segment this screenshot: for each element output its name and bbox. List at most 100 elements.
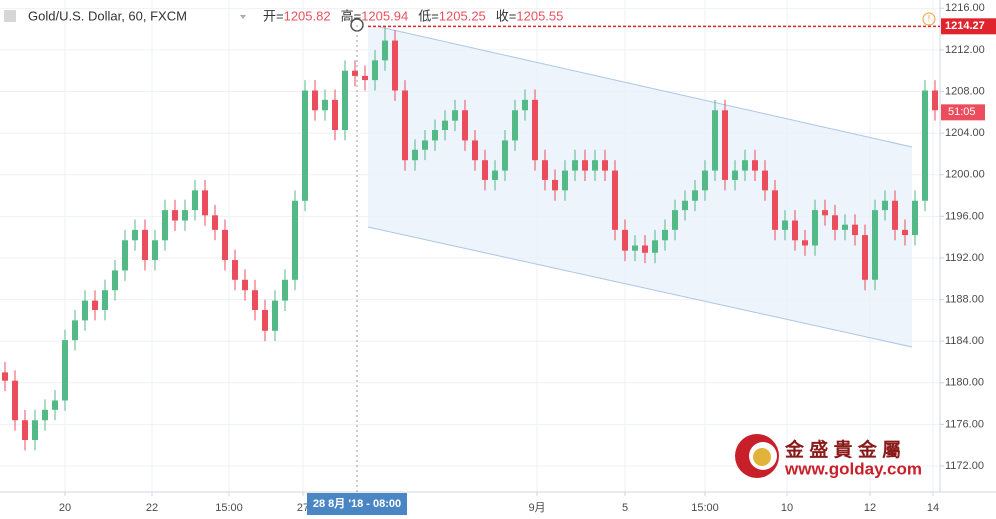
y-tick-label: 1212.00 bbox=[945, 44, 985, 56]
candle-body bbox=[562, 170, 568, 191]
candle-body bbox=[772, 190, 778, 230]
y-tick-label: 1176.00 bbox=[945, 418, 984, 430]
candle-body bbox=[652, 240, 658, 253]
candle-body bbox=[222, 229, 228, 261]
candle-body bbox=[582, 160, 588, 171]
x-tick-label: 27 bbox=[297, 502, 309, 514]
logo-url: www.golday.com bbox=[784, 459, 922, 478]
ohlc-value: 1205.55 bbox=[516, 8, 563, 23]
candle-body bbox=[852, 224, 858, 236]
candle-body bbox=[172, 210, 178, 221]
candle-body bbox=[702, 170, 708, 191]
y-tick-label: 1180.00 bbox=[945, 377, 984, 389]
candle-body bbox=[42, 409, 48, 421]
candle-body bbox=[132, 229, 138, 241]
candle-body bbox=[932, 90, 938, 111]
candle-body bbox=[672, 210, 678, 230]
candle-body bbox=[482, 160, 488, 180]
candle-body bbox=[642, 245, 648, 253]
y-tick-label: 1216.00 bbox=[945, 2, 985, 14]
candle-body bbox=[412, 149, 418, 161]
candle-body bbox=[542, 160, 548, 180]
candle-body bbox=[122, 240, 128, 271]
y-tick-label: 1192.00 bbox=[945, 252, 984, 264]
candle-body bbox=[22, 420, 28, 440]
candle-body bbox=[142, 229, 148, 261]
candle-body bbox=[422, 140, 428, 150]
candle-body bbox=[312, 90, 318, 111]
candle-body bbox=[242, 279, 248, 291]
candle-body bbox=[572, 160, 578, 171]
candle-body bbox=[462, 110, 468, 141]
candle-body bbox=[152, 240, 158, 261]
candle-body bbox=[2, 372, 8, 381]
candle-body bbox=[202, 190, 208, 216]
candle-body bbox=[442, 120, 448, 131]
candle-body bbox=[752, 160, 758, 171]
candle-body bbox=[432, 130, 438, 141]
candle-body bbox=[382, 40, 388, 61]
crosshair-label-bg bbox=[307, 493, 407, 515]
candle-body bbox=[622, 229, 628, 251]
ohlc-value: 1205.82 bbox=[284, 8, 331, 23]
candle-body bbox=[812, 210, 818, 246]
candle-body bbox=[182, 210, 188, 221]
candle-body bbox=[792, 220, 798, 241]
candle-body bbox=[912, 200, 918, 236]
candle-body bbox=[722, 110, 728, 180]
candle-body bbox=[872, 210, 878, 280]
logo-name: 金 盛 貴 金 屬 bbox=[784, 438, 901, 461]
candle-body bbox=[712, 110, 718, 171]
candle-body bbox=[662, 229, 668, 241]
logo-gold bbox=[753, 448, 771, 466]
channel-fill bbox=[368, 27, 912, 347]
ohlc: 开= 1205.82 高= 1205.94 低= 1205.25 收= 1205.55 bbox=[263, 8, 563, 23]
y-tick-label: 1188.00 bbox=[945, 293, 984, 305]
candle-body bbox=[32, 420, 38, 440]
candle-body bbox=[522, 99, 528, 111]
candle-body bbox=[802, 240, 808, 246]
candle-body bbox=[592, 160, 598, 171]
candle-body bbox=[832, 215, 838, 230]
candle-body bbox=[552, 179, 558, 191]
alert-icon-mark: ! bbox=[928, 13, 931, 23]
channel-bottom bbox=[367, 226, 913, 348]
candle-body bbox=[162, 210, 168, 241]
candle-body bbox=[682, 200, 688, 211]
dropdown[interactable] bbox=[240, 15, 246, 19]
ohlc-label: 开= bbox=[263, 8, 284, 23]
ohlc-value: 1205.25 bbox=[439, 8, 486, 23]
candle-body bbox=[342, 70, 348, 131]
ohlc-label: 低= bbox=[418, 8, 439, 23]
candle-body bbox=[692, 190, 698, 201]
y-tick-label: 1208.00 bbox=[945, 85, 985, 97]
candle-body bbox=[352, 70, 358, 76]
candle-body bbox=[102, 290, 108, 310]
candle-body bbox=[212, 215, 218, 230]
y-tick-label: 1200.00 bbox=[945, 169, 985, 181]
x-tick-label: 12 bbox=[864, 502, 876, 514]
y-tick-label: 1196.00 bbox=[945, 210, 984, 222]
axes: 1172.00 1176.00 1180.00 1184.00 1188.00 1192.… bbox=[59, 2, 985, 514]
candle-body bbox=[532, 99, 538, 161]
ohlc-value: 1205.94 bbox=[361, 8, 408, 23]
candle-body bbox=[822, 210, 828, 216]
candle-body bbox=[92, 300, 98, 310]
candle-body bbox=[842, 224, 848, 230]
alert-label: 1214.27 bbox=[945, 20, 985, 32]
candle-body bbox=[322, 99, 328, 111]
candle-body bbox=[862, 235, 868, 280]
candle-body bbox=[72, 320, 78, 341]
candle-body bbox=[282, 279, 288, 301]
alert-label-bg bbox=[941, 18, 996, 35]
candle-body bbox=[892, 200, 898, 230]
alert-icon[interactable] bbox=[922, 12, 936, 26]
candle-body bbox=[332, 99, 338, 131]
x-tick-label: 15:00 bbox=[691, 502, 719, 514]
candle-body bbox=[252, 290, 258, 310]
x-tick-label: 15:00 bbox=[215, 502, 243, 514]
candle-body bbox=[112, 270, 118, 291]
candle-body bbox=[192, 190, 198, 211]
ohlc-label: 收= bbox=[496, 8, 517, 23]
